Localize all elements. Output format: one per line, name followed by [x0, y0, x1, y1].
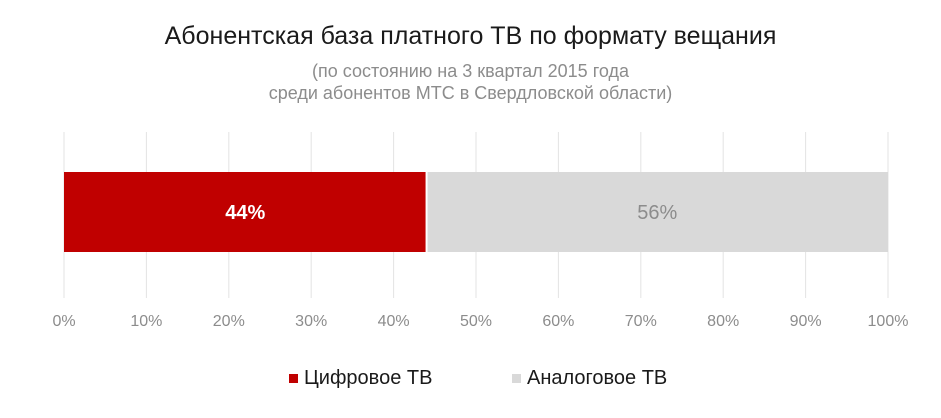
bar-data-label: 44% — [225, 202, 265, 224]
stacked-bar-chart: 0% 10% 20% 30% 40% 50% 60% 70% 80% 90% 100% 44% 56% — [52, 132, 909, 330]
x-tick-label: 30% — [295, 313, 327, 330]
x-tick-label: 0% — [52, 313, 75, 330]
x-tick-label: 60% — [542, 313, 574, 330]
x-tick-label: 80% — [707, 313, 739, 330]
legend-item-analog: Аналоговое ТВ — [512, 367, 667, 390]
chart-subtitle-line1: (по состоянию на 3 квартал 2015 года — [312, 61, 629, 81]
legend-label-analog: Аналоговое ТВ — [527, 367, 668, 389]
x-tick-label: 90% — [790, 313, 822, 330]
legend-swatch-digital — [289, 374, 298, 383]
bar-segment — [64, 172, 427, 252]
x-tick-label: 70% — [625, 313, 657, 330]
bar-data-label: 56% — [637, 202, 677, 224]
legend-item-digital: Цифровое ТВ — [289, 367, 432, 390]
x-tick-label: 40% — [378, 313, 410, 330]
x-tick-label: 100% — [868, 313, 909, 330]
chart-subtitle-line2: среди абонентов МТС в Свердловской облас… — [268, 83, 673, 103]
x-tick-label: 20% — [213, 313, 245, 330]
chart-title: Абонентская база платного ТВ по формату … — [164, 22, 777, 50]
legend-swatch-analog — [512, 374, 521, 383]
bar-segment — [426, 172, 888, 252]
x-tick-label: 10% — [130, 313, 162, 330]
x-tick-label: 50% — [460, 313, 492, 330]
legend-label-digital: Цифровое ТВ — [304, 367, 433, 389]
